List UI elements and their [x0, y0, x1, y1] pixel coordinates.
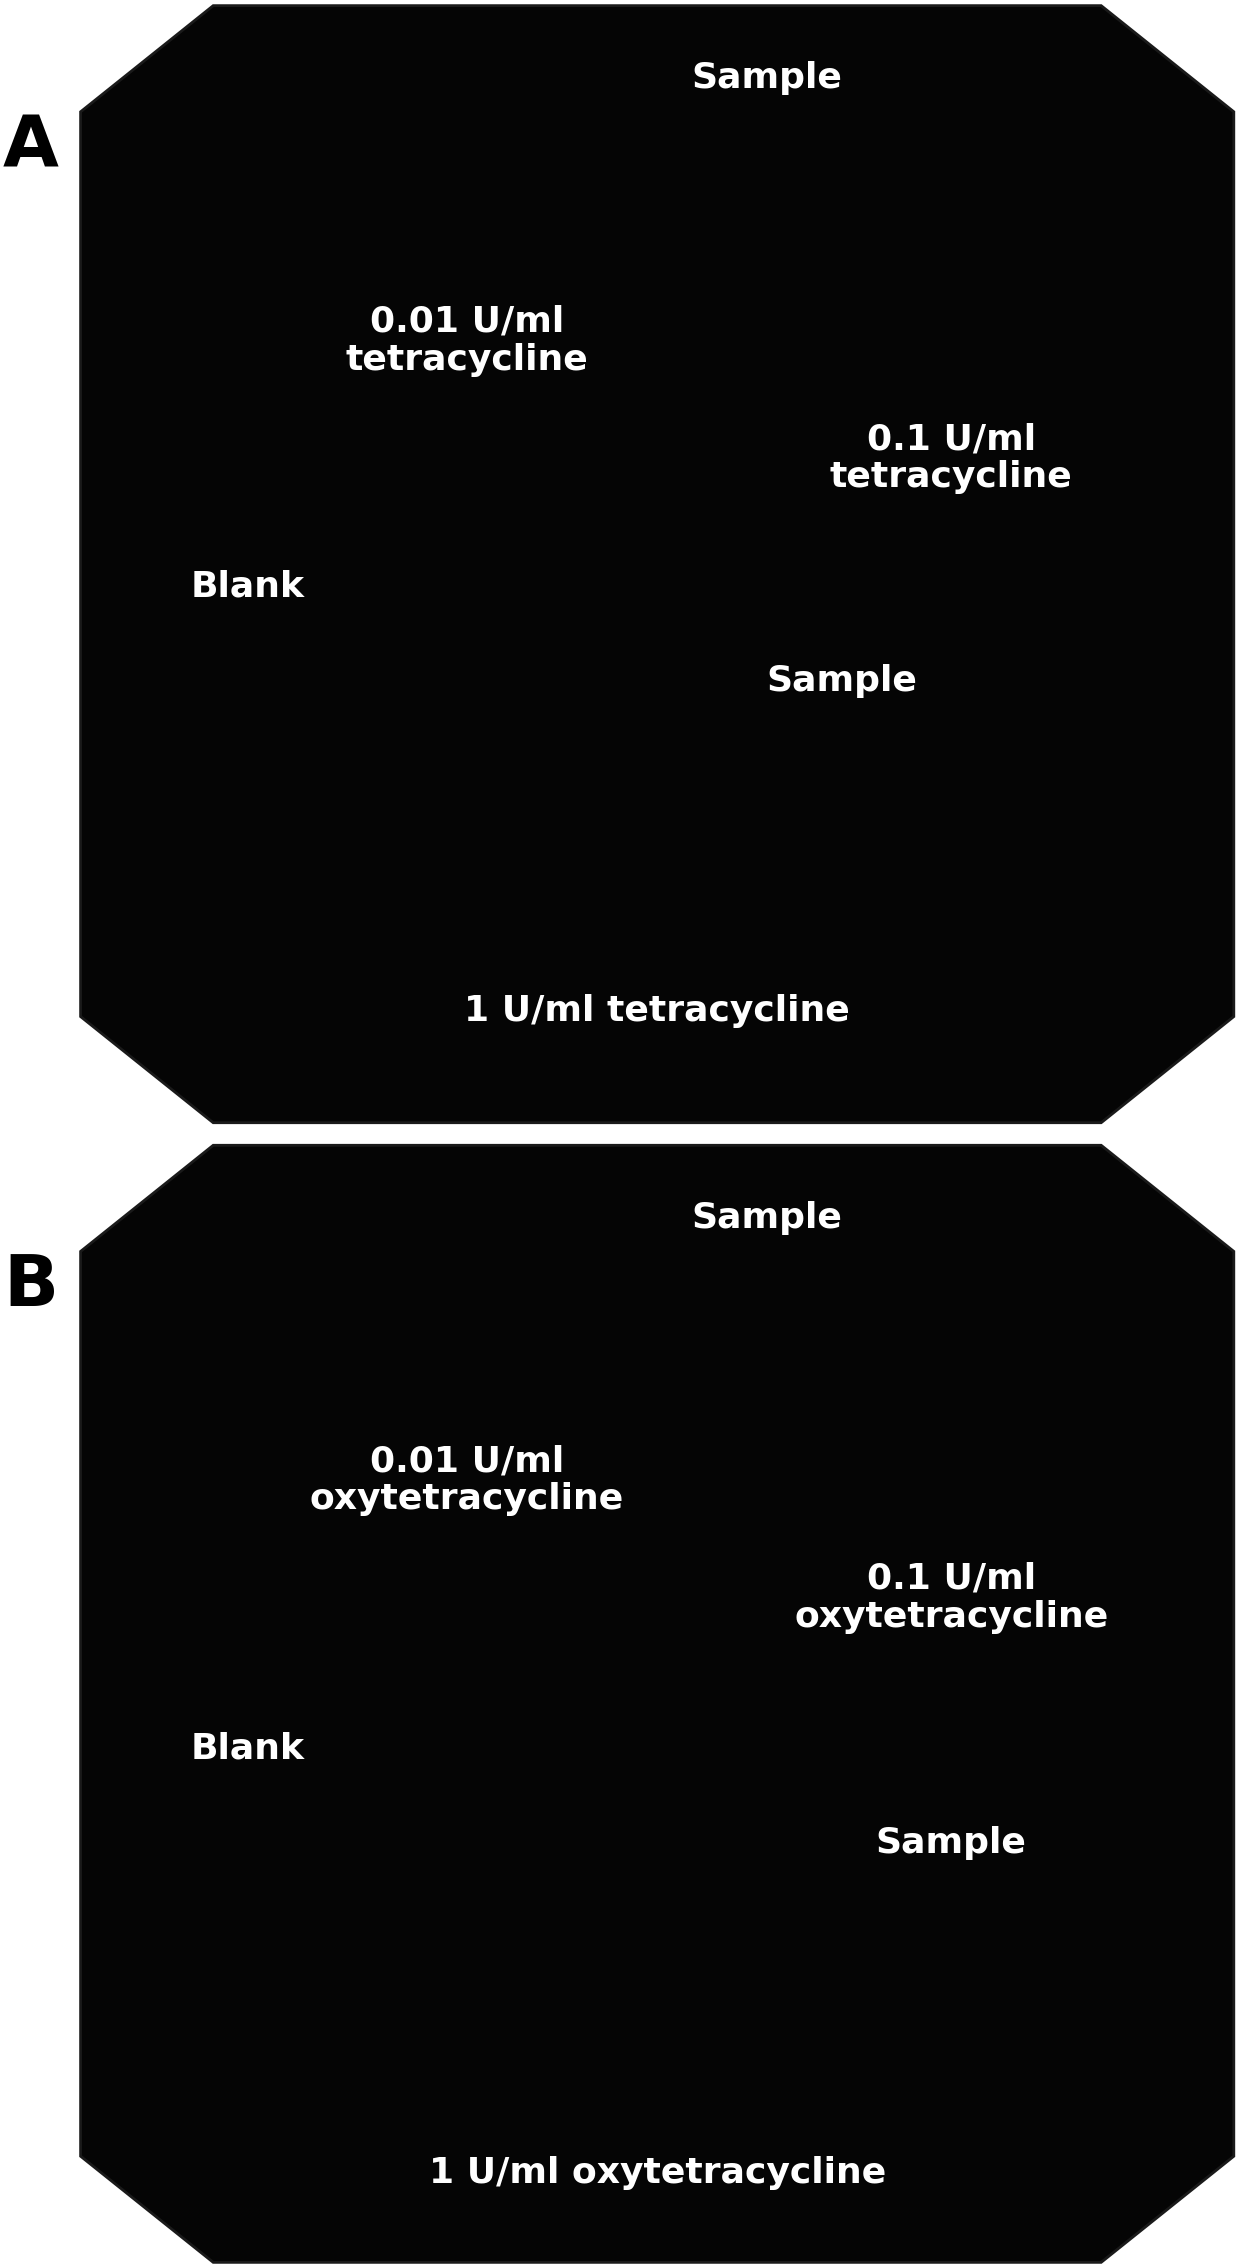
Text: 0.1 U/ml
oxytetracycline: 0.1 U/ml oxytetracycline	[794, 1563, 1109, 1633]
Text: 1 U/ml oxytetracycline: 1 U/ml oxytetracycline	[429, 2157, 885, 2191]
Text: Sample: Sample	[692, 61, 842, 95]
Text: A: A	[2, 111, 60, 181]
Text: 0.1 U/ml
tetracycline: 0.1 U/ml tetracycline	[830, 422, 1073, 494]
Text: 0.01 U/ml
oxytetracycline: 0.01 U/ml oxytetracycline	[310, 1445, 624, 1517]
Text: Sample: Sample	[692, 1200, 842, 1234]
Polygon shape	[81, 1145, 1234, 2263]
Text: Sample: Sample	[875, 1826, 1027, 1860]
Text: Blank: Blank	[190, 1730, 304, 1765]
Text: Blank: Blank	[190, 569, 304, 603]
Polygon shape	[81, 5, 1234, 1123]
Text: B: B	[4, 1252, 58, 1320]
Text: 0.01 U/ml
tetracycline: 0.01 U/ml tetracycline	[346, 304, 588, 376]
Text: 1 U/ml tetracycline: 1 U/ml tetracycline	[464, 993, 851, 1027]
Text: Sample: Sample	[766, 665, 918, 699]
